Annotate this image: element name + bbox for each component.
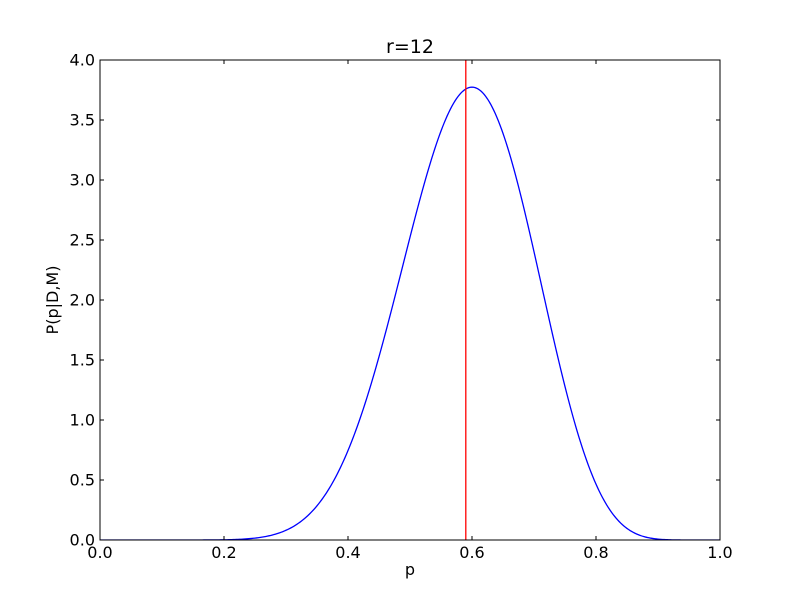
x-tick-label: 1.0 [707, 543, 732, 562]
y-axis-label: P(p|D,M) [43, 266, 62, 335]
y-tick-label: 1.0 [70, 411, 95, 430]
y-tick-label: 3.5 [70, 111, 95, 130]
chart-title: r=12 [386, 36, 434, 58]
x-tick-label: 0.4 [335, 543, 360, 562]
y-tick-label: 2.5 [70, 231, 95, 250]
y-tick-label: 0.5 [70, 471, 95, 490]
y-tick-label: 1.5 [70, 351, 95, 370]
y-tick-label: 0.0 [70, 531, 95, 550]
y-tick-label: 3.0 [70, 171, 95, 190]
plot-frame [99, 59, 721, 541]
x-axis-label: p [405, 560, 415, 579]
y-tick-label: 2.0 [70, 291, 95, 310]
y-tick-label: 4.0 [70, 51, 95, 70]
x-tick-label: 0.6 [459, 543, 484, 562]
x-tick-label: 0.2 [211, 543, 236, 562]
plot-area [100, 60, 720, 540]
x-tick-label: 0.8 [583, 543, 608, 562]
x-tick-label: 0.0 [87, 543, 112, 562]
